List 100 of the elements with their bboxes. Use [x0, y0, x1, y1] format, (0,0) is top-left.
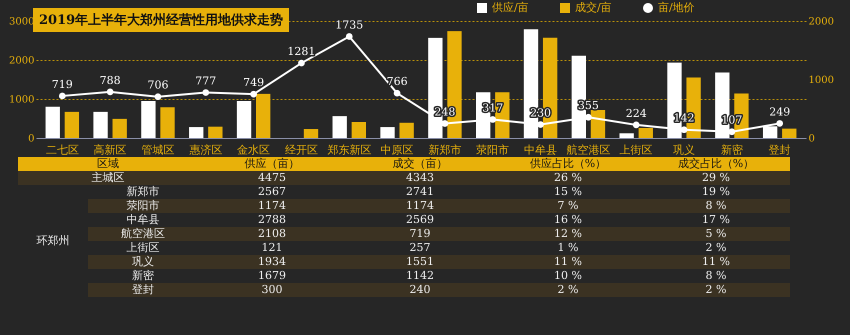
text: 11 %: [642, 255, 790, 269]
chart-title: 2019年上半年大郑州经营性用地供求走势: [33, 8, 290, 32]
x-tick-label: 金水区: [237, 144, 270, 156]
text: 10 %: [494, 269, 642, 283]
bar: [399, 122, 414, 138]
text: 5 %: [642, 227, 790, 241]
point: [202, 89, 210, 96]
text: 区域: [18, 157, 198, 171]
text: 2569: [346, 213, 494, 227]
bar: [93, 112, 108, 138]
y2-tick-label: 0: [808, 134, 815, 144]
data-label: 706: [147, 78, 168, 92]
x-tick-label: 登封: [768, 144, 791, 156]
x-tick-label: 航空港区: [566, 144, 610, 156]
data-label: 224: [626, 106, 647, 120]
text: 4475: [198, 171, 346, 185]
x-tick-label: 高新区: [94, 144, 127, 156]
x-tick-label: 经开区: [284, 144, 318, 156]
text: 成交占比（%）: [642, 157, 790, 171]
bar: [141, 100, 156, 138]
text: 新郑市: [88, 185, 198, 199]
bar: [112, 118, 127, 138]
text: 2567: [198, 185, 346, 199]
text: 121: [198, 241, 346, 255]
text: 15 %: [494, 185, 642, 199]
point: [154, 93, 162, 100]
point: [776, 120, 784, 127]
bar: [160, 107, 175, 138]
x-tick-label: 郑东新区: [327, 144, 372, 156]
text: 4343: [346, 171, 494, 185]
text: 上街区: [88, 241, 198, 255]
x-tick-label: 新郑市: [428, 144, 462, 156]
point: [489, 116, 496, 123]
data-label: 249: [769, 105, 790, 118]
text: 成交（亩）: [346, 157, 494, 171]
x-tick-label: 惠济区: [188, 144, 222, 156]
x-tick-label: 中原区: [380, 144, 414, 156]
point: [585, 114, 592, 121]
x-tick-label: 管城区: [141, 144, 174, 156]
text: 1174: [346, 199, 494, 213]
data-label: 766: [386, 75, 408, 88]
data-label: 719: [52, 78, 73, 91]
bar: [380, 127, 395, 138]
bar: [64, 112, 80, 138]
text: 11 %: [494, 255, 642, 269]
text: 供应占比（%）: [494, 157, 642, 171]
data-label: 749: [243, 76, 264, 90]
bar: [46, 106, 60, 138]
text: 供应（亩）: [198, 157, 346, 171]
text: 1 %: [494, 241, 642, 255]
text: 26 %: [494, 171, 642, 185]
text: 1551: [346, 255, 494, 269]
point: [632, 122, 640, 128]
text: 257: [346, 241, 494, 255]
text: 19 %: [642, 185, 790, 199]
legend-label: 成交/亩: [575, 1, 612, 14]
bar: [352, 122, 366, 138]
data-label: 1735: [335, 18, 364, 32]
text: 中牟县: [88, 213, 198, 227]
y-tick-label: 0: [28, 134, 34, 144]
x-tick-label: 巩义: [673, 144, 696, 156]
text: 17 %: [642, 213, 790, 227]
bar: [332, 116, 347, 138]
text: 1142: [346, 269, 494, 283]
point: [106, 88, 114, 96]
text: 2741: [346, 185, 494, 199]
text: 2 %: [494, 283, 642, 297]
point: [537, 121, 544, 128]
text: 1174: [198, 199, 346, 213]
x-tick-label: 二七区: [46, 144, 79, 156]
text: 2788: [198, 213, 346, 227]
point: [728, 128, 736, 136]
text: 环郑州: [18, 185, 88, 297]
text: 8 %: [642, 199, 790, 213]
text: 29 %: [642, 171, 790, 185]
point: [680, 126, 688, 134]
text: 2 %: [642, 283, 790, 297]
bar: [236, 100, 252, 138]
y2-tick-label: 2000: [808, 16, 834, 28]
text: 7 %: [494, 199, 642, 213]
bar: [189, 127, 204, 138]
text: 新密: [88, 269, 198, 283]
bar: [619, 133, 634, 138]
bar: [638, 128, 653, 138]
point: [394, 90, 400, 97]
point: [250, 90, 257, 98]
text: 240: [346, 283, 494, 297]
point: [298, 60, 305, 66]
text: 719: [346, 227, 494, 241]
x-tick-label: 中牟县: [524, 144, 558, 156]
text: 荥阳市: [88, 199, 198, 213]
text: 2108: [198, 227, 346, 241]
y-tick-label: 1000: [9, 94, 34, 106]
point: [442, 120, 448, 127]
data-label: 788: [100, 74, 121, 87]
bar: [782, 128, 796, 138]
text: 巩义: [88, 255, 198, 269]
data-label: 777: [195, 74, 216, 88]
bar: [304, 129, 318, 138]
point: [58, 92, 66, 100]
